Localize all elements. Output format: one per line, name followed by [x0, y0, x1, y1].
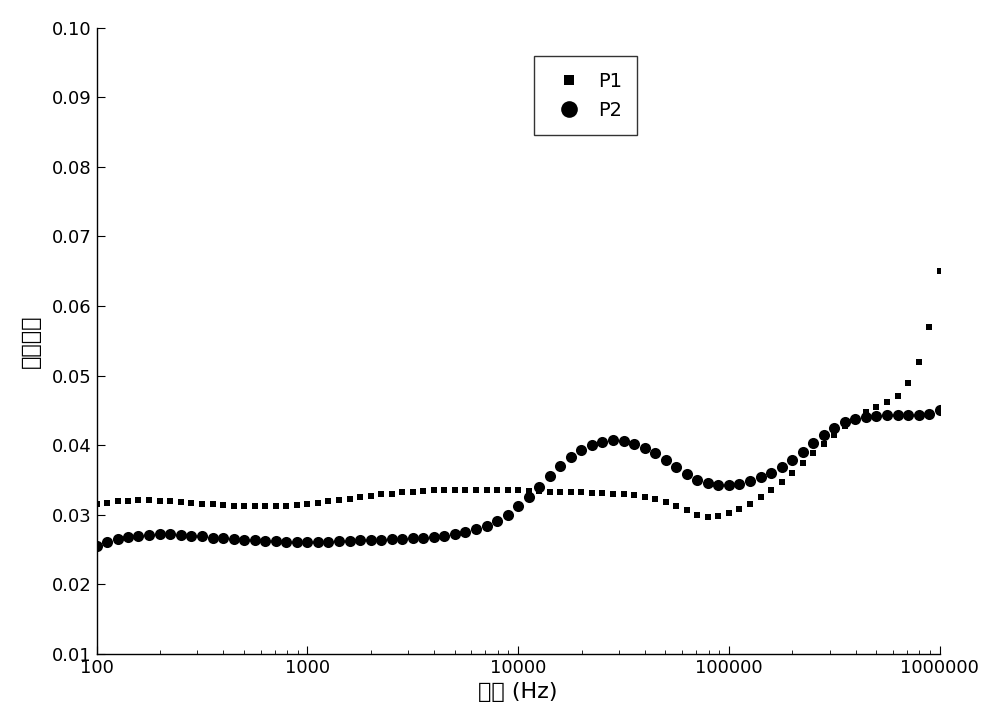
P1 [618, 489, 630, 498]
P1 [91, 500, 103, 508]
P1 [702, 513, 714, 521]
Y-axis label: 介电损耗: 介电损耗 [21, 314, 41, 367]
P1 [786, 469, 798, 477]
P2 [618, 437, 630, 445]
P1 [723, 509, 735, 518]
P2 [849, 414, 861, 423]
P1 [860, 408, 872, 416]
X-axis label: 频率 (Hz): 频率 (Hz) [478, 683, 558, 702]
P2 [712, 481, 724, 489]
P1 [934, 267, 946, 275]
P2 [776, 463, 788, 471]
Line: P1: P1 [93, 268, 943, 520]
P2 [934, 406, 946, 415]
Line: P2: P2 [91, 405, 945, 552]
Legend: P1, P2: P1, P2 [534, 56, 637, 135]
P1 [828, 430, 840, 439]
P1 [554, 487, 566, 496]
P2 [554, 462, 566, 471]
P2 [91, 542, 103, 550]
P2 [818, 430, 830, 439]
